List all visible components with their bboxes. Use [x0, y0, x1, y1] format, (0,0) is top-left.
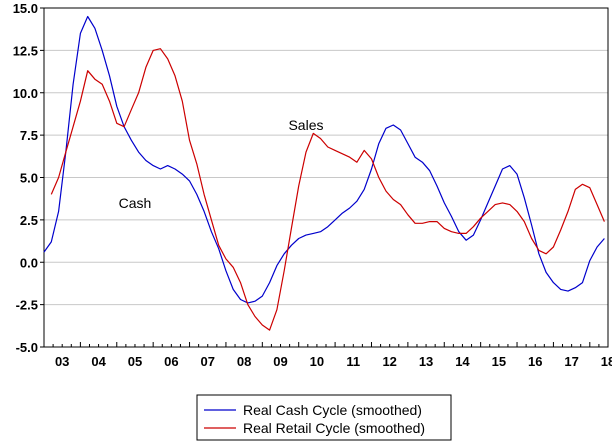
y-tick-label: 10.0 — [13, 86, 38, 101]
y-axis: 15.0 12.5 10.0 7.5 5.0 2.5 0.0 -2.5 -5.0 — [13, 1, 44, 355]
x-axis: 03 04 05 06 07 08 09 10 11 12 13 14 15 16 17 18 — [43, 342, 612, 369]
y-tick-label: 2.5 — [20, 213, 38, 228]
x-tick-label: 11 — [346, 354, 360, 369]
x-tick-label: 05 — [128, 354, 142, 369]
legend-box — [196, 394, 452, 441]
y-tick-label: 7.5 — [20, 128, 38, 143]
x-tick-label: 04 — [91, 354, 106, 369]
series-line-1 — [43, 15, 605, 304]
y-tick-label: 15.0 — [13, 1, 38, 16]
x-tick-label: 18 — [601, 354, 612, 369]
y-tick-label: 0.0 — [20, 255, 38, 270]
x-tick-label: 17 — [564, 354, 578, 369]
annotation-label: Sales — [288, 117, 323, 133]
x-tick-label: 07 — [201, 354, 215, 369]
x-tick-label: 13 — [419, 354, 433, 369]
x-tick-label: 06 — [164, 354, 178, 369]
annotations: Sales Cash — [119, 117, 324, 211]
y-tick-label: -2.5 — [16, 298, 38, 313]
x-tick-label: 08 — [237, 354, 251, 369]
grid-lines — [44, 49, 608, 306]
x-tick-label: 12 — [382, 354, 396, 369]
series-lines — [43, 15, 605, 331]
y-tick-label: 5.0 — [20, 171, 38, 186]
legend-label-2: Real Retail Cycle (smoothed) — [243, 420, 425, 436]
y-tick-label: 12.5 — [13, 43, 38, 58]
annotation-label: Cash — [119, 195, 152, 211]
series-line-2 — [50, 48, 605, 331]
x-tick-label: 10 — [310, 354, 324, 369]
y-tick-label: -5.0 — [16, 340, 38, 355]
legend-label-1: Real Cash Cycle (smoothed) — [243, 402, 422, 418]
x-tick-label: 16 — [528, 354, 542, 369]
x-tick-label: 09 — [273, 354, 287, 369]
x-tick-label: 15 — [492, 354, 506, 369]
x-tick-label: 14 — [455, 354, 470, 369]
x-tick-label: 03 — [55, 354, 69, 369]
legend: Real Cash Cycle (smoothed) Real Retail Cy… — [196, 394, 452, 441]
